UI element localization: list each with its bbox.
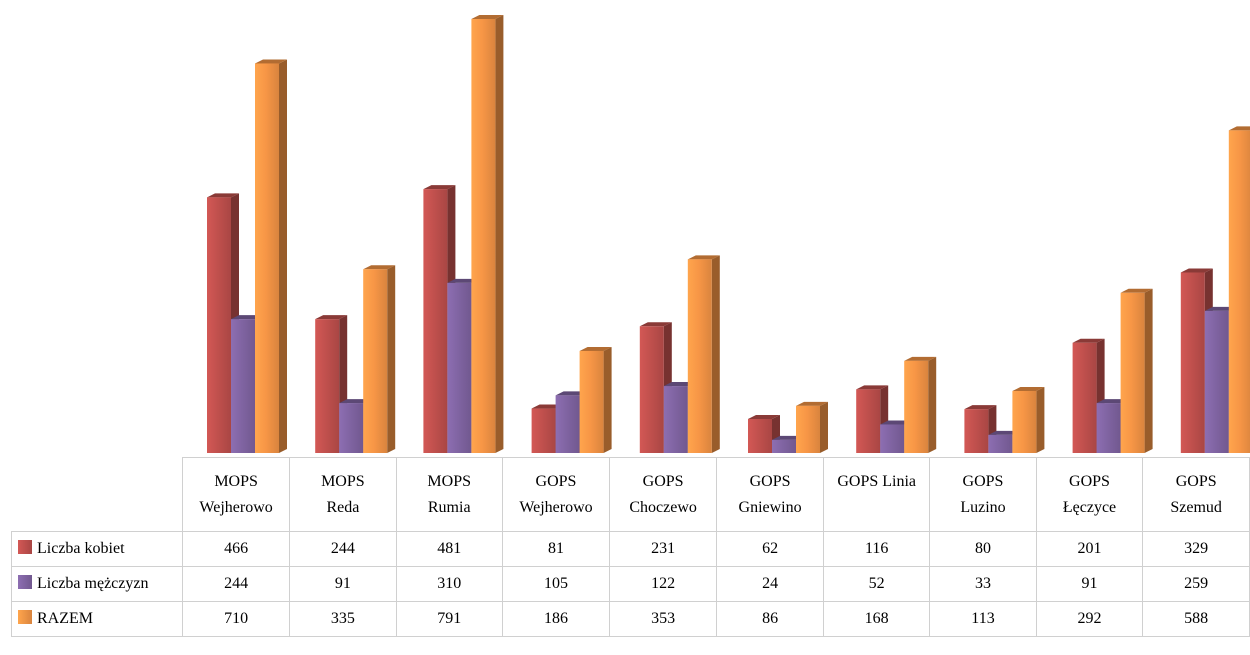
data-label: 466 <box>181 531 291 567</box>
data-label: 91 <box>289 566 397 602</box>
category-label: GOPS Gniewino <box>716 457 825 532</box>
series-name: RAZEM <box>37 610 93 627</box>
category-label: GOPS Łęczyce <box>1035 457 1144 532</box>
data-label: 62 <box>716 531 825 567</box>
bar-liczba-kobiet-6 <box>856 385 889 453</box>
data-label: 329 <box>1142 531 1250 567</box>
data-label: 105 <box>501 566 611 602</box>
data-label: 335 <box>289 601 397 637</box>
series-label-cell: RAZEM <box>11 601 183 637</box>
series-name: Liczba mężczyzn <box>37 575 149 592</box>
category-label: MOPS Wejherowo <box>181 457 291 532</box>
category-label-line: Choczewo <box>629 498 697 516</box>
category-label-line: Luzino <box>960 498 1006 516</box>
data-label: 168 <box>823 601 931 637</box>
category-label: GOPS Linia <box>823 457 931 532</box>
data-label: 91 <box>1035 566 1144 602</box>
category-label-line: Łęczyce <box>1062 498 1117 516</box>
category-label: GOPS Luzino <box>929 457 1037 532</box>
category-label-line <box>824 495 929 521</box>
data-label: 122 <box>609 566 718 602</box>
table-row: RAZEM 710 335 791 186 353 86 168 113 292 588 <box>11 601 1250 637</box>
bar-razem-3 <box>579 346 612 453</box>
category-label-line: Gniewino <box>738 498 802 516</box>
bar-chart <box>207 15 1250 454</box>
category-label-line: Szemud <box>1170 498 1222 516</box>
category-label-line: Reda <box>326 498 360 516</box>
category-label-line: GOPS Linia <box>837 472 916 490</box>
data-label: 33 <box>929 566 1037 602</box>
data-label: 186 <box>501 601 611 637</box>
bar-razem-5 <box>796 401 828 453</box>
data-label: 791 <box>395 601 503 637</box>
data-label: 588 <box>1142 601 1250 637</box>
category-label-line: MOPS <box>321 472 365 490</box>
data-label: 259 <box>1142 566 1250 602</box>
category-label: GOPS Wejherowo <box>501 457 611 532</box>
series-label-cell: Liczba mężczyzn <box>11 566 183 602</box>
category-label-line: GOPS <box>749 472 791 490</box>
category-label-line: GOPS <box>1175 472 1217 490</box>
data-label: 116 <box>823 531 931 567</box>
data-label: 292 <box>1035 601 1144 637</box>
bar-razem-7 <box>1012 387 1045 453</box>
data-label: 310 <box>395 566 503 602</box>
data-label: 86 <box>716 601 825 637</box>
data-label: 710 <box>181 601 291 637</box>
bar-razem-2 <box>471 15 504 453</box>
data-label: 201 <box>1035 531 1144 567</box>
table-row: Liczba mężczyzn 244 91 310 105 122 24 52 33 91 259 <box>11 566 1250 602</box>
data-label: 481 <box>395 531 503 567</box>
series-label-cell: Liczba kobiet <box>11 531 183 567</box>
category-label-line: Wejherowo <box>519 498 593 516</box>
category-label: MOPS Reda <box>289 457 397 532</box>
category-label: MOPS Rumia <box>395 457 503 532</box>
data-label: 244 <box>289 531 397 567</box>
data-label: 81 <box>501 531 611 567</box>
data-label: 113 <box>929 601 1037 637</box>
bar-razem-0 <box>255 59 287 454</box>
table-header-row: MOPS Wejherowo MOPS Reda MOPS Rumia GOPS Wejher… <box>11 457 1250 532</box>
category-label-line: MOPS <box>214 472 258 490</box>
category-label-line: MOPS <box>427 472 471 490</box>
table-corner <box>11 457 183 532</box>
category-label-line: GOPS <box>535 472 577 490</box>
category-label-line: GOPS <box>962 472 1004 490</box>
legend-swatch <box>18 575 32 589</box>
category-label: GOPS Szemud <box>1142 457 1250 532</box>
data-label: 244 <box>181 566 291 602</box>
data-label: 80 <box>929 531 1037 567</box>
category-label: GOPS Choczewo <box>609 457 718 532</box>
legend-swatch <box>18 610 32 624</box>
data-label: 231 <box>609 531 718 567</box>
data-table: MOPS Wejherowo MOPS Reda MOPS Rumia GOPS Wejher… <box>11 457 1250 637</box>
table-row: Liczba kobiet 466 244 481 81 231 62 116 80 201 329 <box>11 531 1250 567</box>
category-label-line: GOPS <box>1069 472 1110 490</box>
data-label: 52 <box>823 566 931 602</box>
bar-razem-1 <box>363 265 396 453</box>
category-label-line: Rumia <box>427 498 471 516</box>
series-name: Liczba kobiet <box>37 540 125 557</box>
legend-swatch <box>18 540 32 554</box>
bar-razem-4 <box>687 255 720 453</box>
bar-razem-6 <box>904 356 937 453</box>
bar-razem-8 <box>1120 288 1153 453</box>
bar-razem-9 <box>1228 126 1250 453</box>
data-label: 24 <box>716 566 825 602</box>
category-label-line: GOPS <box>642 472 684 490</box>
data-label: 353 <box>609 601 718 637</box>
category-label-line: Wejherowo <box>199 498 273 516</box>
